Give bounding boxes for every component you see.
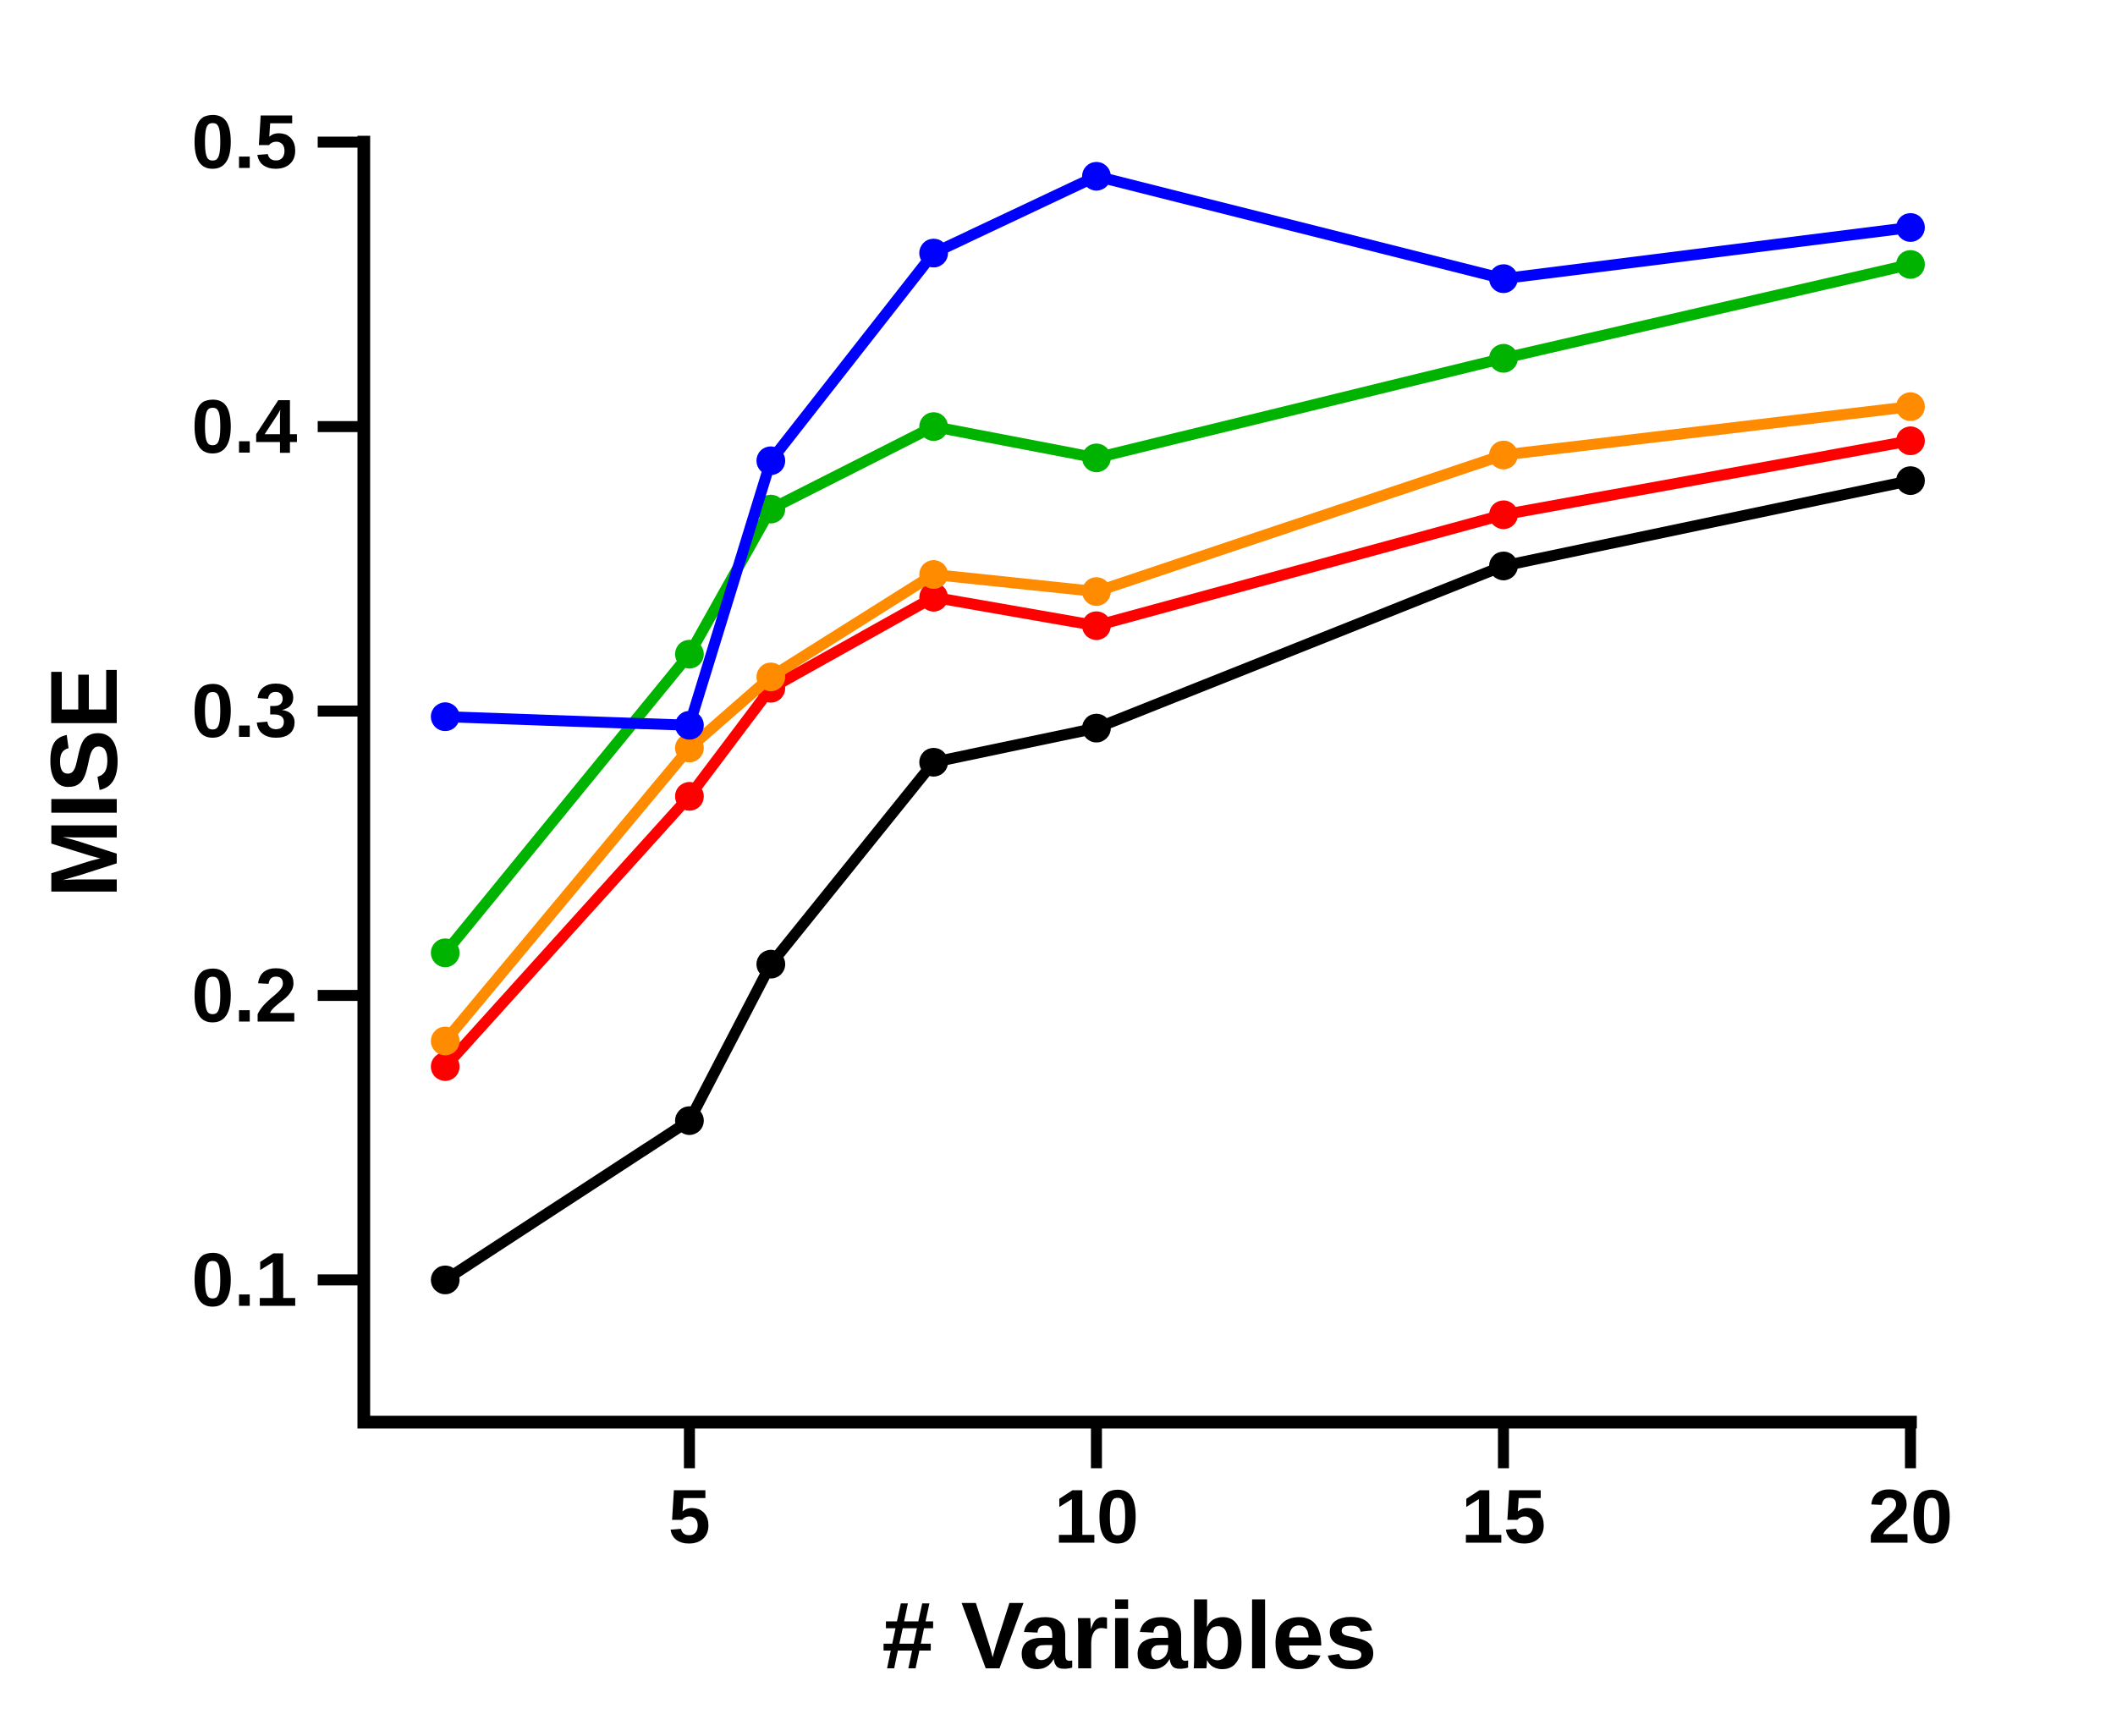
data-point-red: [674, 782, 704, 811]
data-point-orange: [1488, 440, 1518, 470]
axis-spine: [357, 135, 1917, 1429]
data-point-orange: [1081, 577, 1111, 607]
data-point-blue: [1488, 264, 1518, 294]
data-point-blue: [919, 239, 948, 268]
data-point-green: [1081, 443, 1111, 473]
data-point-orange: [674, 733, 704, 763]
data-point-red: [1896, 426, 1925, 456]
x-axis-tick-label: 20: [1868, 1475, 1953, 1560]
data-point-black: [674, 1106, 704, 1135]
data-point-blue: [431, 702, 460, 732]
data-point-green: [919, 412, 948, 442]
data-point-black: [919, 747, 948, 777]
series-line-blue: [439, 170, 1916, 731]
data-point-blue: [1081, 162, 1111, 191]
data-point-black: [1488, 551, 1518, 580]
data-point-red: [919, 582, 948, 612]
data-point-black: [756, 949, 786, 979]
x-axis-title: # Variables: [882, 1583, 1377, 1689]
data-point-black: [431, 1265, 460, 1294]
data-point-orange: [1896, 392, 1925, 421]
y-axis-tick-label: 0.1: [191, 1238, 297, 1322]
data-point-blue: [1896, 212, 1925, 242]
x-axis-tick-label: 5: [668, 1475, 711, 1560]
data-point-green: [431, 938, 460, 968]
data-point-red: [1488, 500, 1518, 530]
data-point-orange: [756, 662, 786, 692]
data-point-blue: [674, 711, 704, 740]
y-axis-tick-label: 0.5: [191, 101, 297, 185]
y-axis-tick-label: 0.3: [191, 669, 297, 754]
data-point-orange: [919, 560, 948, 590]
x-axis-tick-label: 15: [1461, 1475, 1546, 1560]
data-point-orange: [431, 1026, 460, 1056]
data-point-red: [1081, 611, 1111, 640]
data-point-green: [674, 640, 704, 669]
series-line-red: [439, 435, 1916, 1073]
data-point-black: [1896, 466, 1925, 496]
data-point-green: [1896, 250, 1925, 279]
x-axis-tick-label: 10: [1054, 1475, 1139, 1560]
y-axis-title: MISE: [31, 667, 137, 898]
data-point-black: [1081, 713, 1111, 743]
y-axis-tick-label: 0.4: [191, 385, 297, 470]
y-axis-tick-label: 0.2: [191, 953, 297, 1038]
data-point-green: [1488, 343, 1518, 373]
data-point-red: [431, 1052, 460, 1081]
data-point-blue: [756, 446, 786, 475]
